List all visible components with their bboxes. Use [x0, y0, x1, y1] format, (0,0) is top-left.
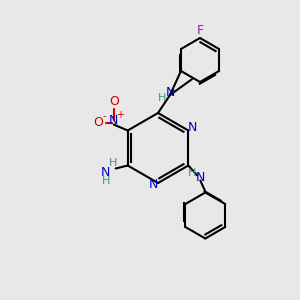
Text: N: N: [101, 166, 110, 179]
Text: H: H: [188, 167, 196, 178]
Text: N: N: [196, 171, 205, 184]
Text: N: N: [148, 178, 158, 191]
Text: N: N: [109, 114, 118, 127]
Text: N: N: [165, 86, 175, 100]
Text: H: H: [158, 93, 166, 103]
Text: +: +: [116, 110, 124, 119]
Text: O: O: [109, 95, 118, 108]
Text: O: O: [93, 116, 103, 129]
Text: N: N: [188, 121, 197, 134]
Text: -: -: [103, 112, 106, 122]
Text: F: F: [196, 23, 204, 37]
Text: H: H: [109, 158, 117, 167]
Text: H: H: [101, 176, 110, 185]
